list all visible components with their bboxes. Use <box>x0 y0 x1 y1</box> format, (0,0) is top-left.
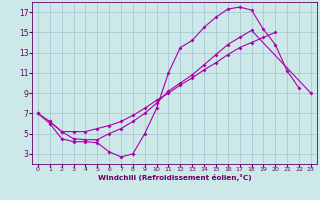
X-axis label: Windchill (Refroidissement éolien,°C): Windchill (Refroidissement éolien,°C) <box>98 174 251 181</box>
